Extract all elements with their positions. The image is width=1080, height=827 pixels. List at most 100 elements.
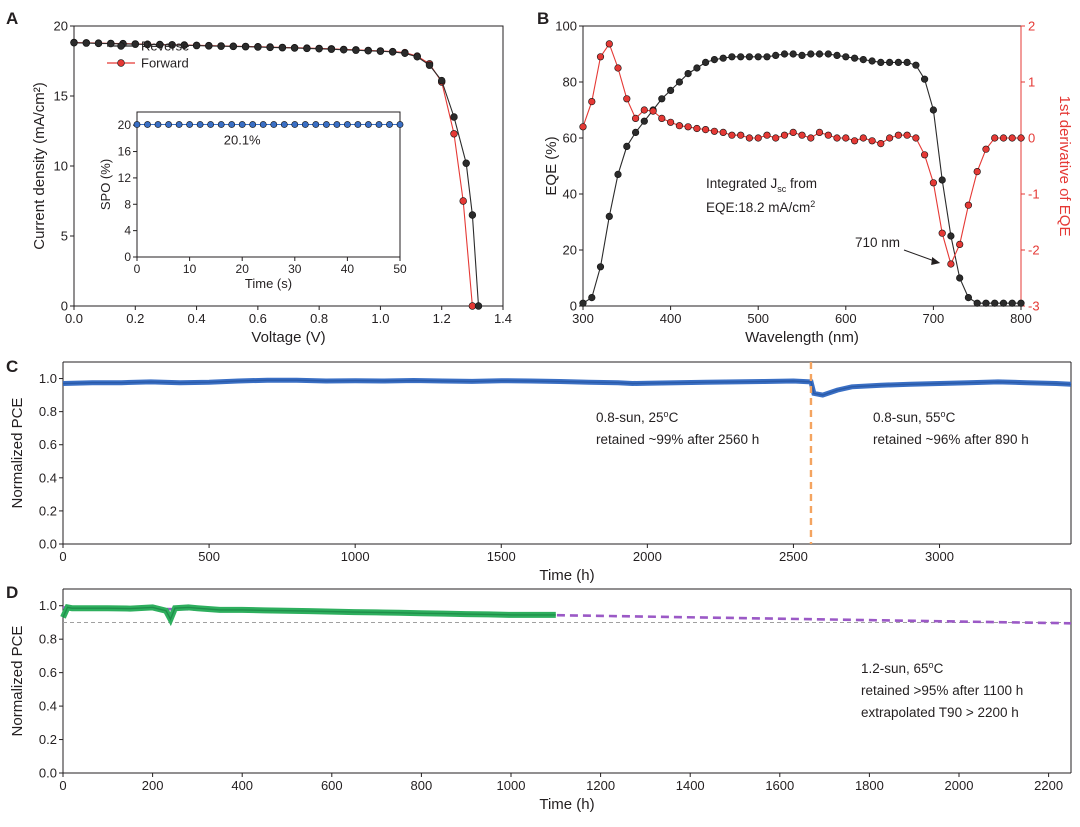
inset-data-point	[301, 121, 309, 128]
data-point-derivative	[631, 114, 640, 122]
b-y2tick-label: 2	[1028, 19, 1035, 34]
series-band-measured	[60, 604, 556, 627]
data-point-eqe	[956, 274, 964, 282]
data-point-eqe	[710, 55, 719, 64]
data-point-reverse	[205, 42, 213, 50]
data-point-reverse	[241, 42, 250, 51]
data-point-derivative	[894, 131, 903, 139]
c-ytick-label: 0.2	[39, 503, 57, 518]
d-ytick-label: 1.0	[39, 598, 57, 613]
data-point-eqe	[754, 53, 762, 61]
data-point-reverse	[290, 44, 299, 52]
data-point-reverse	[462, 159, 470, 167]
data-point-eqe	[780, 50, 789, 58]
data-point-eqe	[859, 55, 867, 64]
data-point-eqe	[763, 53, 771, 61]
inset-data-point	[154, 121, 162, 128]
inset-data-point	[270, 121, 278, 128]
data-point-eqe	[798, 51, 806, 60]
data-point-reverse	[217, 42, 225, 50]
data-point-eqe	[789, 50, 797, 58]
data-point-derivative	[701, 126, 710, 134]
b-y2tick-label: -1	[1028, 187, 1040, 202]
data-point-reverse	[425, 61, 434, 69]
inset-data-point	[165, 121, 172, 128]
d-ytick-label: 0.8	[39, 632, 57, 647]
inset-data-point	[133, 121, 141, 128]
annotation-condition: 1.2-sun, 65oC	[861, 660, 944, 676]
legend-marker-reverse	[117, 42, 125, 50]
inset-ytick-label: 12	[118, 171, 132, 185]
data-point-derivative	[885, 134, 894, 142]
data-point-eqe	[658, 95, 666, 103]
data-point-reverse	[278, 43, 287, 52]
data-point-derivative	[789, 128, 797, 136]
data-point-eqe	[1017, 299, 1025, 307]
c-xtick-label: 2000	[633, 549, 662, 564]
data-point-derivative	[675, 122, 684, 130]
data-point-derivative	[868, 137, 876, 145]
x-axis-label: Time (h)	[539, 796, 594, 813]
d-xtick-label: 400	[231, 778, 253, 793]
d-xtick-label: 200	[142, 778, 164, 793]
data-point-reverse	[474, 302, 483, 310]
inset-data-point	[207, 121, 214, 128]
data-point-eqe	[1008, 299, 1016, 307]
inset-ytick-label: 20	[118, 118, 132, 132]
a-xtick-label: 1.4	[494, 311, 512, 326]
annotation-eqe-value: EQE:18.2 mA/cm2	[706, 199, 815, 215]
data-point-reverse	[438, 76, 446, 85]
data-point-reverse	[266, 43, 274, 52]
annotation-arrow-line	[903, 249, 938, 263]
data-point-eqe	[745, 53, 754, 61]
data-point-eqe	[640, 117, 648, 125]
data-point-eqe	[842, 53, 850, 61]
data-point-eqe	[737, 53, 745, 61]
b-y2tick-label: -2	[1028, 243, 1040, 258]
data-point-derivative	[719, 128, 727, 136]
b-ytick-label: 20	[563, 243, 577, 258]
inset-data-point	[186, 121, 193, 128]
data-point-derivative	[956, 240, 964, 248]
data-point-eqe	[807, 50, 815, 58]
data-point-derivative	[754, 134, 762, 142]
data-point-eqe	[903, 58, 911, 67]
c-xtick-label: 500	[198, 549, 220, 564]
inset-data-point	[322, 121, 330, 128]
inset-xtick-label: 50	[393, 262, 407, 276]
inset-data-point	[280, 121, 288, 128]
c-ytick-label: 0.0	[39, 537, 57, 552]
a-xtick-label: 0.8	[310, 311, 328, 326]
data-point-derivative	[859, 134, 867, 142]
data-point-eqe	[772, 51, 780, 60]
data-point-derivative	[982, 145, 990, 153]
data-point-eqe	[868, 57, 876, 65]
inset-x-axis-label: Time (s)	[245, 276, 292, 291]
data-point-eqe	[894, 58, 903, 67]
annotation-710nm: 710 nm	[855, 235, 900, 250]
data-point-reverse	[340, 46, 348, 54]
data-point-derivative	[912, 134, 920, 142]
inset-data-point	[238, 121, 246, 128]
data-point-derivative	[929, 179, 938, 187]
data-point-derivative	[596, 53, 605, 61]
data-point-reverse	[107, 39, 115, 48]
b-ytick-label: 60	[563, 131, 577, 146]
d-xtick-label: 1400	[676, 778, 705, 793]
data-point-derivative	[579, 123, 587, 131]
c-xtick-label: 0	[59, 549, 66, 564]
data-point-eqe	[728, 53, 736, 61]
b-y2tick-label: 0	[1028, 131, 1035, 146]
data-point-reverse	[413, 53, 421, 61]
data-point-eqe	[719, 54, 727, 62]
y2-axis-label: 1st derivative of EQE	[1056, 96, 1073, 237]
data-point-eqe	[605, 212, 613, 220]
data-point-derivative	[763, 131, 771, 139]
data-point-derivative	[991, 134, 999, 142]
data-point-reverse	[168, 41, 176, 49]
a-ytick-label: 15	[54, 89, 68, 104]
panel-letter-c: C	[6, 357, 18, 376]
panel-letter-a: A	[6, 9, 18, 28]
data-point-eqe	[631, 128, 640, 136]
data-point-derivative	[807, 134, 815, 142]
